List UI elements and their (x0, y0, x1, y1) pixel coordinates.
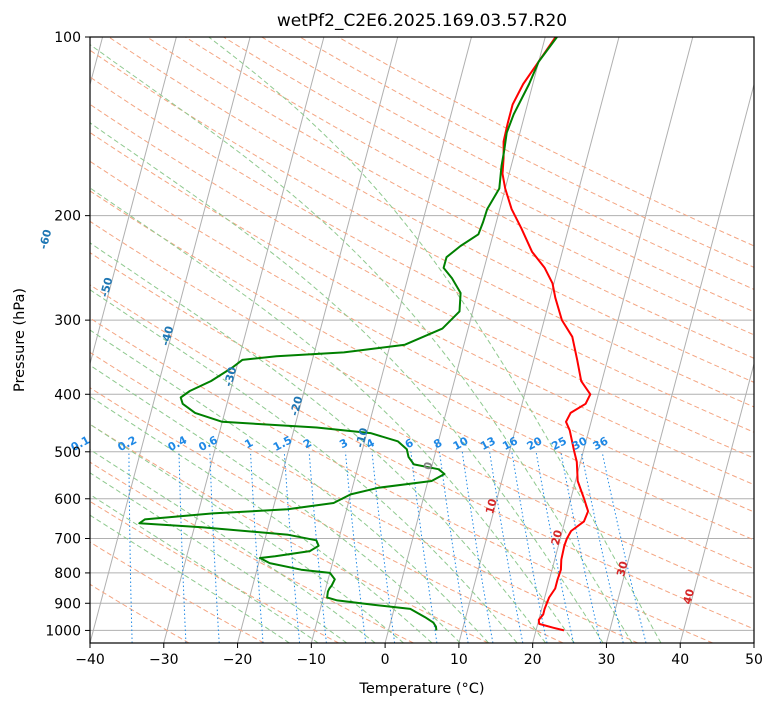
isotherm-label: -60 (37, 228, 55, 251)
x-axis-title: Temperature (°C) (358, 681, 484, 697)
isotherm-gridline (680, 37, 775, 643)
x-tick-label: 40 (671, 652, 689, 668)
mixing-ratio-label: 25 (549, 434, 569, 453)
isotherm-gridline (606, 37, 766, 643)
mixing-ratio-line (440, 452, 469, 643)
y-tick-label: 700 (54, 532, 81, 548)
isotherm-gridline (533, 37, 693, 643)
dewpoint-profile-line (139, 37, 557, 630)
y-tick-label: 900 (54, 596, 81, 612)
mixing-ratio-line (129, 452, 132, 643)
mixing-ratio-label: 1.5 (271, 433, 294, 454)
dry-adiabat (71, 37, 775, 643)
moist-adiabat (0, 114, 347, 643)
mixing-ratio-label: 6 (403, 436, 416, 451)
y-tick-label: 200 (54, 209, 81, 225)
y-tick-label: 300 (54, 313, 81, 329)
mixing-ratio-label: 3 (337, 436, 350, 451)
x-tick-label: 20 (524, 652, 542, 668)
moist-adiabat (0, 37, 517, 643)
moist-adiabat (0, 73, 404, 643)
isotherm-gridline (754, 37, 775, 643)
isotherm-label: -30 (222, 365, 240, 388)
mixing-ratio-line (602, 452, 646, 643)
line-labels: -100-90-80-70-60-50-40-30-20-10010203040… (0, 33, 697, 605)
moist-adiabats (0, 37, 661, 643)
y-tick-label: 600 (54, 492, 81, 508)
y-tick-label: 800 (54, 566, 81, 582)
mixing-ratio-line (372, 452, 395, 643)
mixing-ratio-label: 4 (364, 436, 377, 451)
temperature-profile-line (503, 37, 591, 630)
x-tick-label: 0 (381, 652, 390, 668)
mixing-ratio-label: 0.2 (116, 433, 139, 454)
isotherm-gridline (16, 37, 176, 643)
mixing-ratio-label: 36 (591, 434, 611, 453)
mixing-ratio-line (581, 452, 623, 643)
y-axis-title: Pressure (hPa) (12, 288, 28, 392)
isotherm-gridline (238, 37, 398, 643)
dry-adiabat (0, 37, 563, 643)
mixing-ratio-line (251, 452, 264, 643)
mixing-ratio-line (490, 452, 523, 643)
y-tick-label: 100 (54, 30, 81, 46)
y-tick-label: 500 (54, 445, 81, 461)
mixing-ratio-label: 16 (500, 434, 520, 453)
isotherm-gridline (459, 37, 619, 643)
x-tick-label: −20 (223, 652, 253, 668)
dry-adiabats (0, 37, 775, 643)
mixing-ratio-lines (81, 452, 646, 643)
chart-title: wetPf2_C2E6.2025.169.03.57.R20 (277, 11, 567, 31)
moist-adiabat (0, 95, 375, 644)
dry-adiabat (109, 37, 775, 643)
dry-adiabat (0, 37, 638, 643)
mixing-ratio-line (81, 452, 82, 643)
mixing-ratio-label: 0.6 (196, 433, 220, 454)
isotherm-gridline (311, 37, 471, 643)
dry-adiabat (0, 37, 264, 643)
mixing-ratio-line (561, 452, 601, 643)
pressure-gridlines (90, 37, 754, 630)
y-tick-label: 1000 (45, 623, 81, 639)
x-tick-label: 10 (450, 652, 468, 668)
isotherm-gridline (385, 37, 545, 643)
y-tick-label: 400 (54, 387, 81, 403)
x-tick-label: 50 (745, 652, 763, 668)
plot-area (0, 37, 775, 643)
x-tick-label: −10 (297, 652, 327, 668)
isotherm-label: -40 (159, 324, 177, 347)
moist-adiabat (0, 50, 432, 643)
dry-adiabat (0, 37, 713, 643)
isotherm-label: -50 (98, 276, 116, 299)
mixing-ratio-line (284, 452, 299, 643)
isotherm-label: -20 (288, 394, 306, 417)
dry-adiabat (32, 37, 775, 643)
x-tick-label: −40 (75, 652, 105, 668)
x-tick-label: 30 (598, 652, 616, 668)
mixing-ratio-label: 8 (431, 436, 444, 451)
mixing-ratio-label: 2 (301, 436, 314, 451)
mixing-ratio-label: 1 (242, 436, 255, 451)
mixing-ratio-label: 20 (525, 434, 545, 453)
mixing-ratio-line (345, 452, 365, 643)
x-tick-label: −30 (149, 652, 179, 668)
